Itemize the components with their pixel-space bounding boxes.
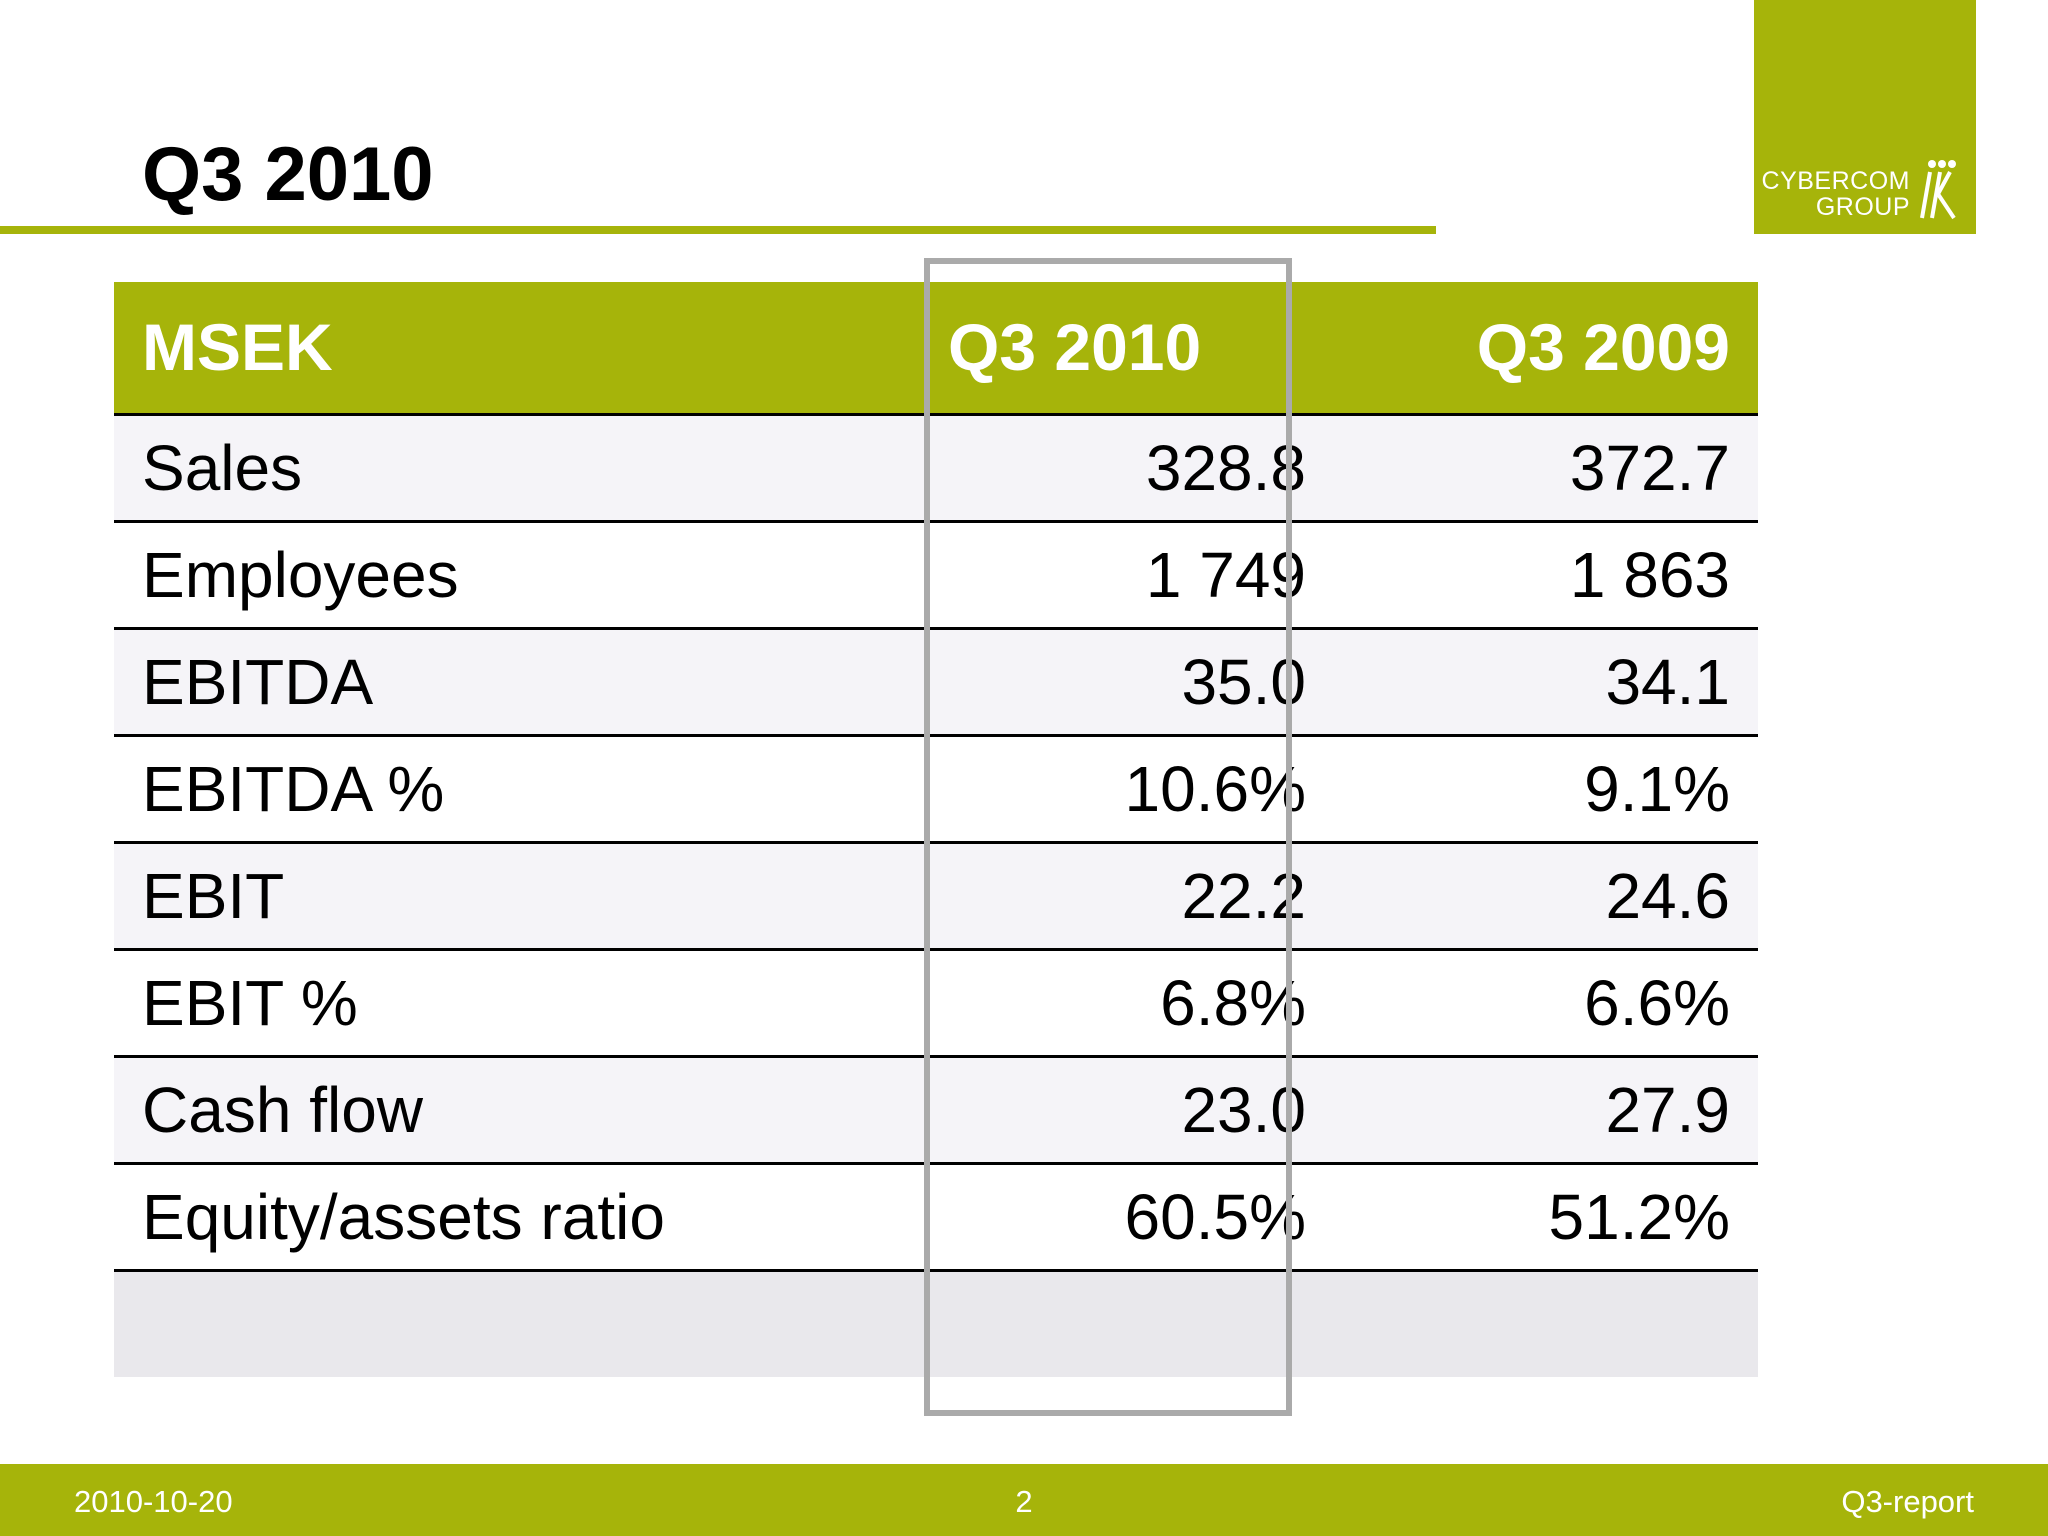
table-row: EBIT % 6.8% 6.6% xyxy=(114,949,1758,1058)
table-row: Sales 328.8 372.7 xyxy=(114,414,1758,523)
row-label: EBIT xyxy=(114,842,924,951)
header-q3-2009: Q3 2009 xyxy=(1334,282,1758,416)
value-q3-2010: 10.6% xyxy=(924,735,1334,844)
empty-cell xyxy=(1334,1270,1758,1377)
logo-text: CYBERCOM GROUP xyxy=(1762,168,1910,220)
row-label: Equity/assets ratio xyxy=(114,1163,924,1272)
table-row: Employees 1 749 1 863 xyxy=(114,521,1758,630)
row-label: EBIT % xyxy=(114,949,924,1058)
table-row: EBITDA 35.0 34.1 xyxy=(114,628,1758,737)
slide-footer: 2010-10-20 2 Q3-report xyxy=(0,1464,2048,1536)
value-q3-2009: 6.6% xyxy=(1334,949,1758,1058)
table-row: Equity/assets ratio 60.5% 51.2% xyxy=(114,1163,1758,1272)
cybercom-figures-icon xyxy=(1920,160,1956,220)
value-q3-2010: 1 749 xyxy=(924,521,1334,630)
financial-summary-table: MSEK Q3 2010 Q3 2009 Sales 328.8 372.7 E… xyxy=(114,282,1758,1377)
row-label: Sales xyxy=(114,414,924,523)
value-q3-2009: 1 863 xyxy=(1334,521,1758,630)
footer-page-number: 2 xyxy=(1015,1484,1033,1519)
value-q3-2010: 6.8% xyxy=(924,949,1334,1058)
logo-line-1: CYBERCOM xyxy=(1761,167,1910,195)
value-q3-2010: 22.2 xyxy=(924,842,1334,951)
value-q3-2009: 51.2% xyxy=(1334,1163,1758,1272)
row-label: Cash flow xyxy=(114,1056,924,1165)
header-q3-2010: Q3 2010 xyxy=(924,282,1334,416)
table-row: Cash flow 23.0 27.9 xyxy=(114,1056,1758,1165)
slide-title: Q3 2010 xyxy=(142,132,434,217)
value-q3-2010: 23.0 xyxy=(924,1056,1334,1165)
title-underline xyxy=(0,226,1436,234)
row-label: Employees xyxy=(114,521,924,630)
row-label: EBITDA xyxy=(114,628,924,737)
company-logo: CYBERCOM GROUP xyxy=(1754,0,1976,234)
row-label: EBITDA % xyxy=(114,735,924,844)
value-q3-2009: 34.1 xyxy=(1334,628,1758,737)
header-msek: MSEK xyxy=(114,282,924,416)
empty-cell xyxy=(114,1270,924,1377)
value-q3-2009: 372.7 xyxy=(1334,414,1758,523)
table-row: EBITDA % 10.6% 9.1% xyxy=(114,735,1758,844)
value-q3-2009: 24.6 xyxy=(1334,842,1758,951)
table-empty-row xyxy=(114,1270,1758,1377)
value-q3-2010: 328.8 xyxy=(924,414,1334,523)
value-q3-2009: 27.9 xyxy=(1334,1056,1758,1165)
empty-cell xyxy=(924,1270,1334,1377)
value-q3-2010: 35.0 xyxy=(924,628,1334,737)
table-row: EBIT 22.2 24.6 xyxy=(114,842,1758,951)
footer-report-name: Q3-report xyxy=(1841,1484,1974,1519)
footer-date: 2010-10-20 xyxy=(74,1484,233,1519)
value-q3-2010: 60.5% xyxy=(924,1163,1334,1272)
value-q3-2009: 9.1% xyxy=(1334,735,1758,844)
logo-line-2: GROUP xyxy=(1815,193,1910,221)
table-header-row: MSEK Q3 2010 Q3 2009 xyxy=(114,282,1758,416)
